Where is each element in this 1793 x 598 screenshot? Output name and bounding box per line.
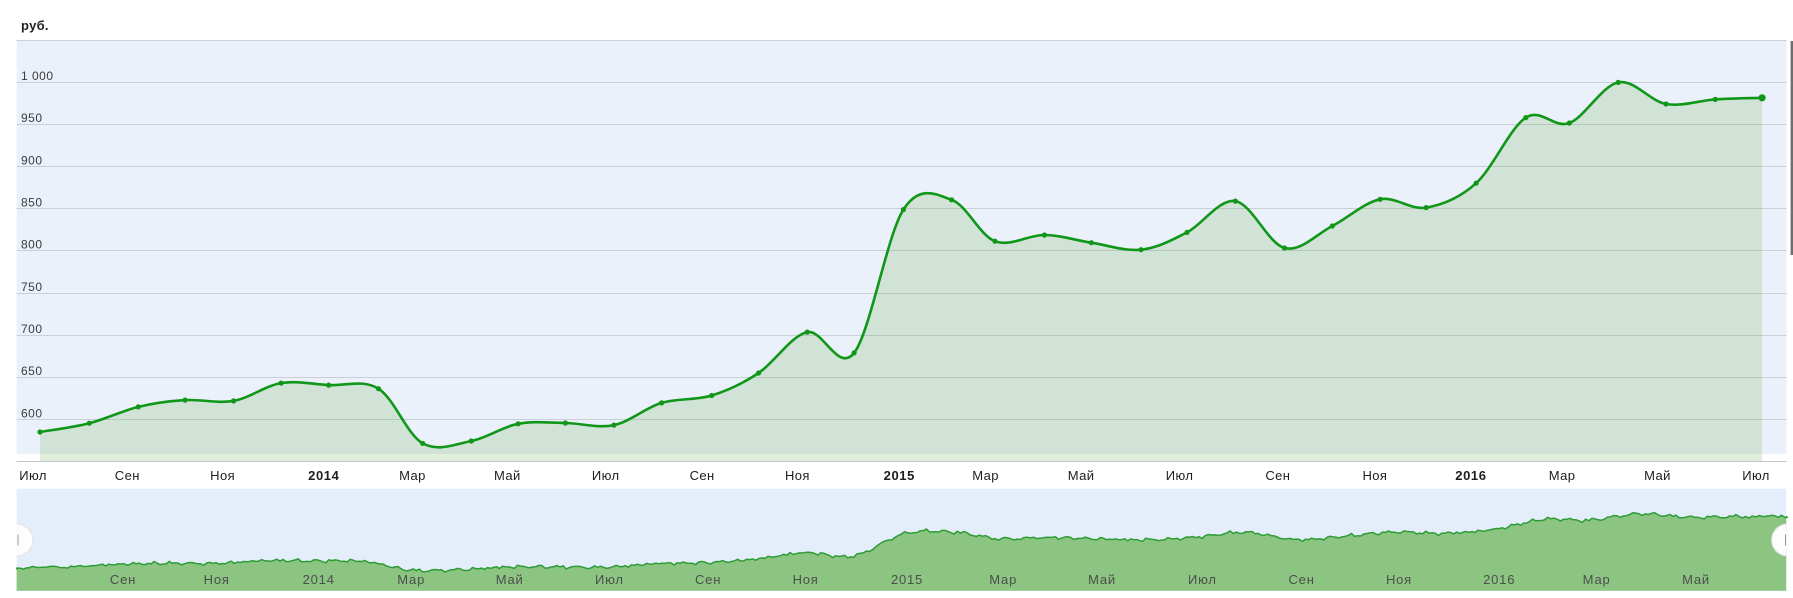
svg-text:руб.: руб. [21, 18, 49, 33]
svg-text:1 000: 1 000 [21, 69, 54, 83]
svg-text:850: 850 [21, 196, 43, 210]
svg-text:800: 800 [21, 238, 43, 252]
svg-text:Июл: Июл [1188, 572, 1217, 587]
svg-text:Сен: Сен [110, 572, 136, 587]
svg-text:Ноя: Ноя [204, 572, 230, 587]
svg-text:2014: 2014 [308, 468, 339, 483]
svg-text:Мар: Мар [399, 468, 426, 483]
svg-text:Мар: Мар [1549, 468, 1576, 483]
svg-text:Сен: Сен [1265, 468, 1290, 483]
svg-text:Май: Май [494, 468, 521, 483]
svg-text:Сен: Сен [1288, 572, 1314, 587]
svg-text:Сен: Сен [695, 572, 721, 587]
svg-text:950: 950 [21, 111, 43, 125]
svg-text:Мар: Мар [397, 572, 425, 587]
svg-text:Июл: Июл [1166, 468, 1194, 483]
svg-text:Июл: Июл [595, 572, 624, 587]
svg-text:Июл: Июл [19, 468, 47, 483]
svg-text:750: 750 [21, 280, 43, 294]
svg-text:700: 700 [21, 322, 43, 336]
svg-text:Ноя: Ноя [793, 572, 819, 587]
svg-text:900: 900 [21, 153, 43, 167]
svg-text:Май: Май [496, 572, 524, 587]
svg-text:Май: Май [1068, 468, 1095, 483]
svg-text:Сен: Сен [115, 468, 140, 483]
svg-text:Май: Май [1682, 572, 1710, 587]
svg-text:Сен: Сен [690, 468, 715, 483]
svg-text:2014: 2014 [303, 572, 335, 587]
svg-text:Ноя: Ноя [1362, 468, 1387, 483]
svg-text:Ноя: Ноя [1386, 572, 1412, 587]
svg-text:Мар: Мар [972, 468, 999, 483]
svg-text:Май: Май [1644, 468, 1671, 483]
svg-text:650: 650 [21, 364, 43, 378]
svg-text:2016: 2016 [1483, 572, 1515, 587]
svg-text:Июл: Июл [592, 468, 620, 483]
svg-text:Июл: Июл [1742, 468, 1770, 483]
svg-text:Мар: Мар [1583, 572, 1611, 587]
svg-text:2015: 2015 [884, 468, 915, 483]
svg-text:2015: 2015 [891, 572, 923, 587]
svg-text:2016: 2016 [1455, 468, 1486, 483]
svg-text:Ноя: Ноя [210, 468, 235, 483]
svg-text:Ноя: Ноя [785, 468, 810, 483]
svg-text:600: 600 [21, 406, 43, 420]
svg-text:Май: Май [1088, 572, 1116, 587]
svg-text:Мар: Мар [989, 572, 1017, 587]
